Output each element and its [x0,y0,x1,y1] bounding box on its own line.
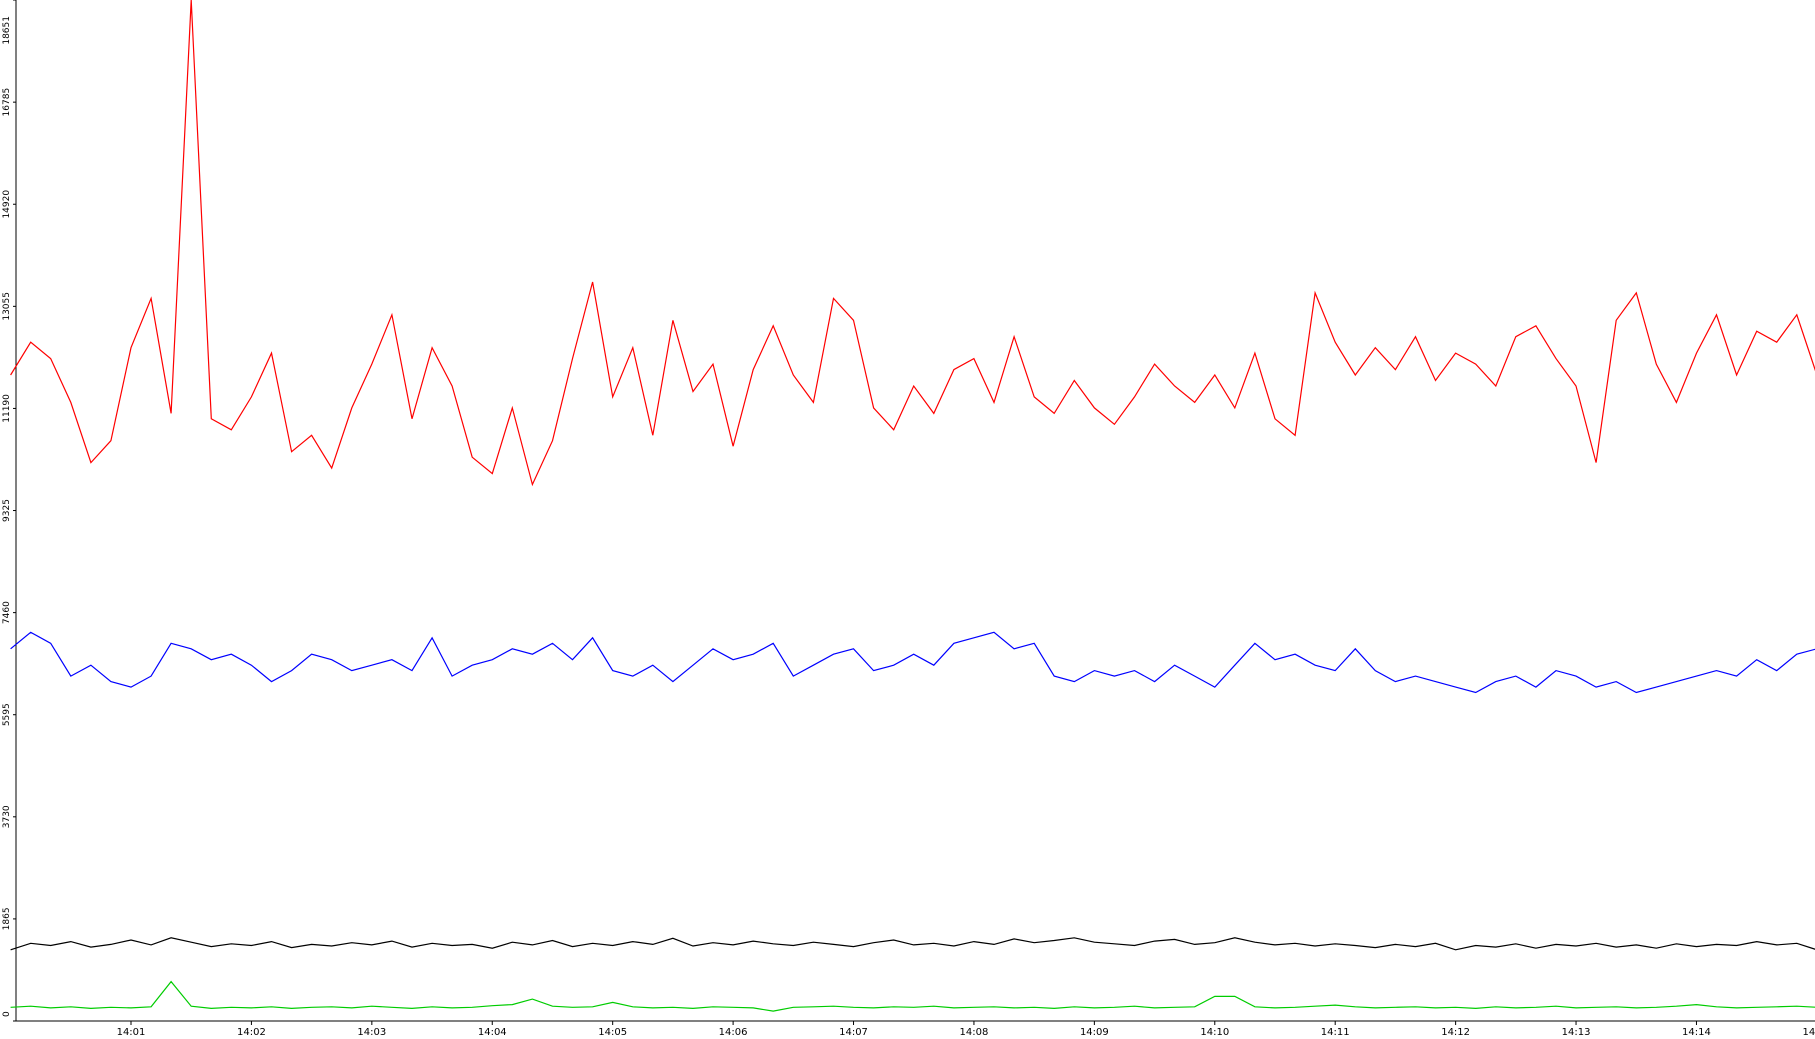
y-tick-label: 11190 [2,394,12,423]
y-tick-label: 16785 [2,88,12,117]
x-tick-label: 14:01 [117,1027,146,1038]
x-tick-label: 14:11 [1321,1027,1350,1038]
x-tick-label: 14:10 [1200,1027,1229,1038]
x-tick-label: 14:12 [1441,1027,1470,1038]
y-tick-label: 1865 [2,907,12,930]
x-tick-label: 14:02 [237,1027,266,1038]
x-tick-label: 14:05 [598,1027,627,1038]
y-tick-label: 5595 [2,703,12,726]
x-tick-label: 14:15 [1802,1027,1815,1038]
x-tick-label: 14:06 [719,1027,748,1038]
series-line [10,937,1815,951]
y-tick-label: 3730 [2,805,12,828]
x-tick-label: 14:13 [1562,1027,1591,1038]
x-tick-label: 14:09 [1080,1027,1109,1038]
series-line [10,0,1815,487]
x-tick-label: 14:08 [960,1027,989,1038]
y-tick-label: 9325 [2,499,12,522]
series-line [10,980,1815,1012]
x-tick-label: 14:14 [1682,1027,1711,1038]
y-tick-label: 13055 [2,292,12,321]
y-tick-label: 14920 [2,190,12,219]
x-tick-label: 14:07 [839,1027,868,1038]
series-line [10,631,1815,694]
y-tick-label: 7460 [2,601,12,624]
x-tick-label: 14:03 [357,1027,386,1038]
x-tick-label: 14:04 [478,1027,507,1038]
y-tick-label: 18651 [2,16,12,45]
y-tick-label: 0 [2,1011,12,1017]
